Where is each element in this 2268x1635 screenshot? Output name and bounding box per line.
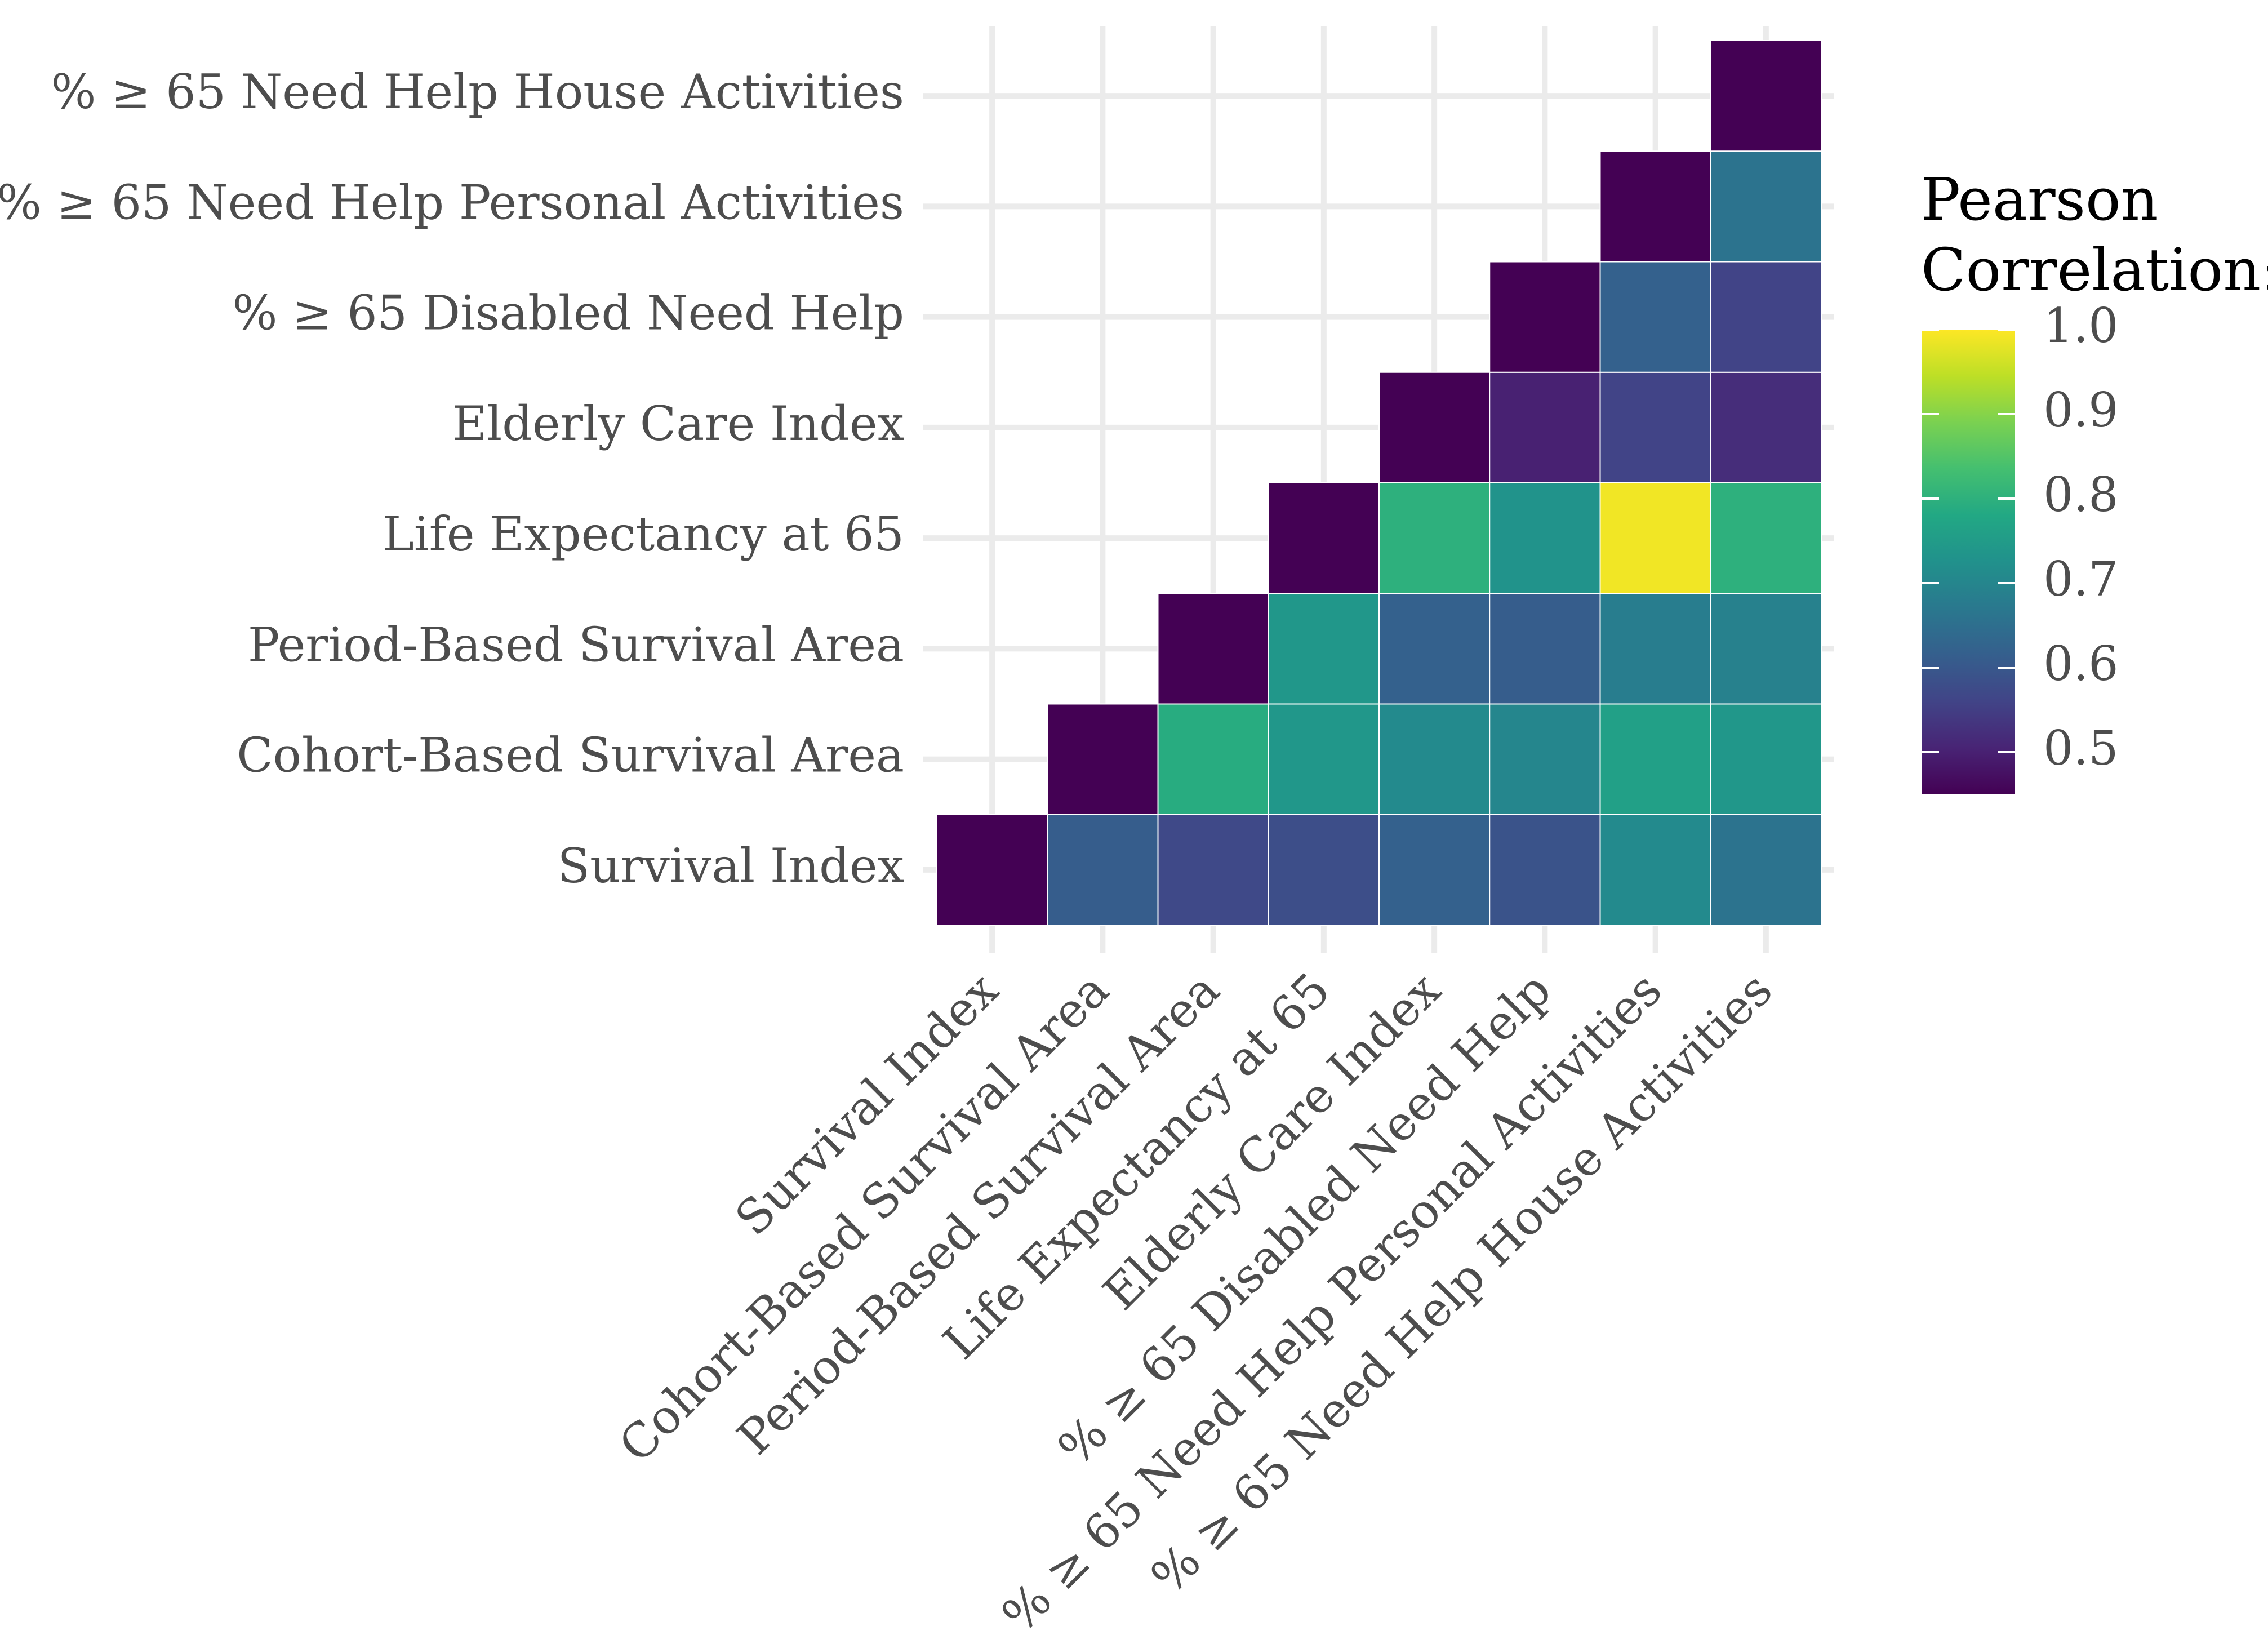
heatmap-cell [1489,593,1601,705]
heatmap-cell [936,814,1048,926]
heatmap-cell [1157,814,1269,926]
y-tick-label: % ≥ 65 Need Help Personal Activities [0,175,904,230]
heatmap-cell [1599,703,1711,815]
legend-tick-label: 1.0 [2043,298,2119,353]
legend-colorbar [1922,330,2015,794]
heatmap-cell [1047,814,1159,926]
heatmap-cell [1710,703,1822,815]
heatmap-cell [1599,593,1711,705]
legend-tick-label: 0.6 [2043,636,2119,691]
heatmap-cell [1599,371,1711,483]
y-axis-labels: Survival Index Cohort-Based Survival Area… [0,64,904,894]
legend-title-line-1: Pearson [1921,165,2159,234]
y-tick-label: % ≥ 65 Need Help House Activities [51,64,904,119]
y-tick-label: Survival Index [558,838,904,894]
x-tick-label: Cohort-Based Survival Area [608,962,1119,1473]
heatmap-cell [1599,482,1711,594]
heatmap-cell [1710,371,1822,483]
heatmap-cell [1489,482,1601,594]
heatmap-cell [1378,703,1491,815]
heatmap-cell [1710,150,1822,263]
y-tick-label: Elderly Care Index [452,396,904,451]
heatmap-cell [1710,482,1822,594]
heatmap-cells [936,40,1822,926]
legend: Pearson Correlation: 1.0 0.9 0.8 0.7 0.6 0.5 [1921,165,2268,794]
heatmap-cell [1710,593,1822,705]
heatmap-cell [1268,482,1380,594]
y-tick-label: Period-Based Survival Area [248,617,904,672]
heatmap-cell [1710,261,1822,373]
heatmap-cell [1710,814,1822,926]
legend-tick-label: 0.7 [2043,552,2119,607]
y-tick-label: Cohort-Based Survival Area [237,728,904,783]
heatmap-cell [1599,261,1711,373]
heatmap-cell [1157,703,1269,815]
heatmap-cell [1378,371,1491,483]
heatmap-cell [1489,261,1601,373]
heatmap-cell [1268,593,1380,705]
heatmap-cell [1489,814,1601,926]
heatmap-cell [1599,150,1711,263]
heatmap-cell [1489,703,1601,815]
y-tick-label: Life Expectancy at 65 [383,507,904,562]
heatmap-cell [1378,593,1491,705]
heatmap-cell [1710,40,1822,152]
legend-ticks: 1.0 0.9 0.8 0.7 0.6 0.5 [1922,298,2119,776]
legend-tick-label: 0.5 [2043,721,2119,776]
legend-title-line-2: Correlation: [1921,236,2268,304]
heatmap-cell [1599,814,1711,926]
legend-tick-label: 0.8 [2043,467,2119,522]
heatmap-cell [1489,371,1601,483]
heatmap-cell [1268,703,1380,815]
legend-tick-label: 0.9 [2043,383,2119,438]
heatmap-cell [1268,814,1380,926]
y-tick-label: % ≥ 65 Disabled Need Help [233,286,904,341]
heatmap-cell [1378,814,1491,926]
heatmap-cell [1047,703,1159,815]
heatmap-cell [1378,482,1491,594]
heatmap-cell [1157,593,1269,705]
